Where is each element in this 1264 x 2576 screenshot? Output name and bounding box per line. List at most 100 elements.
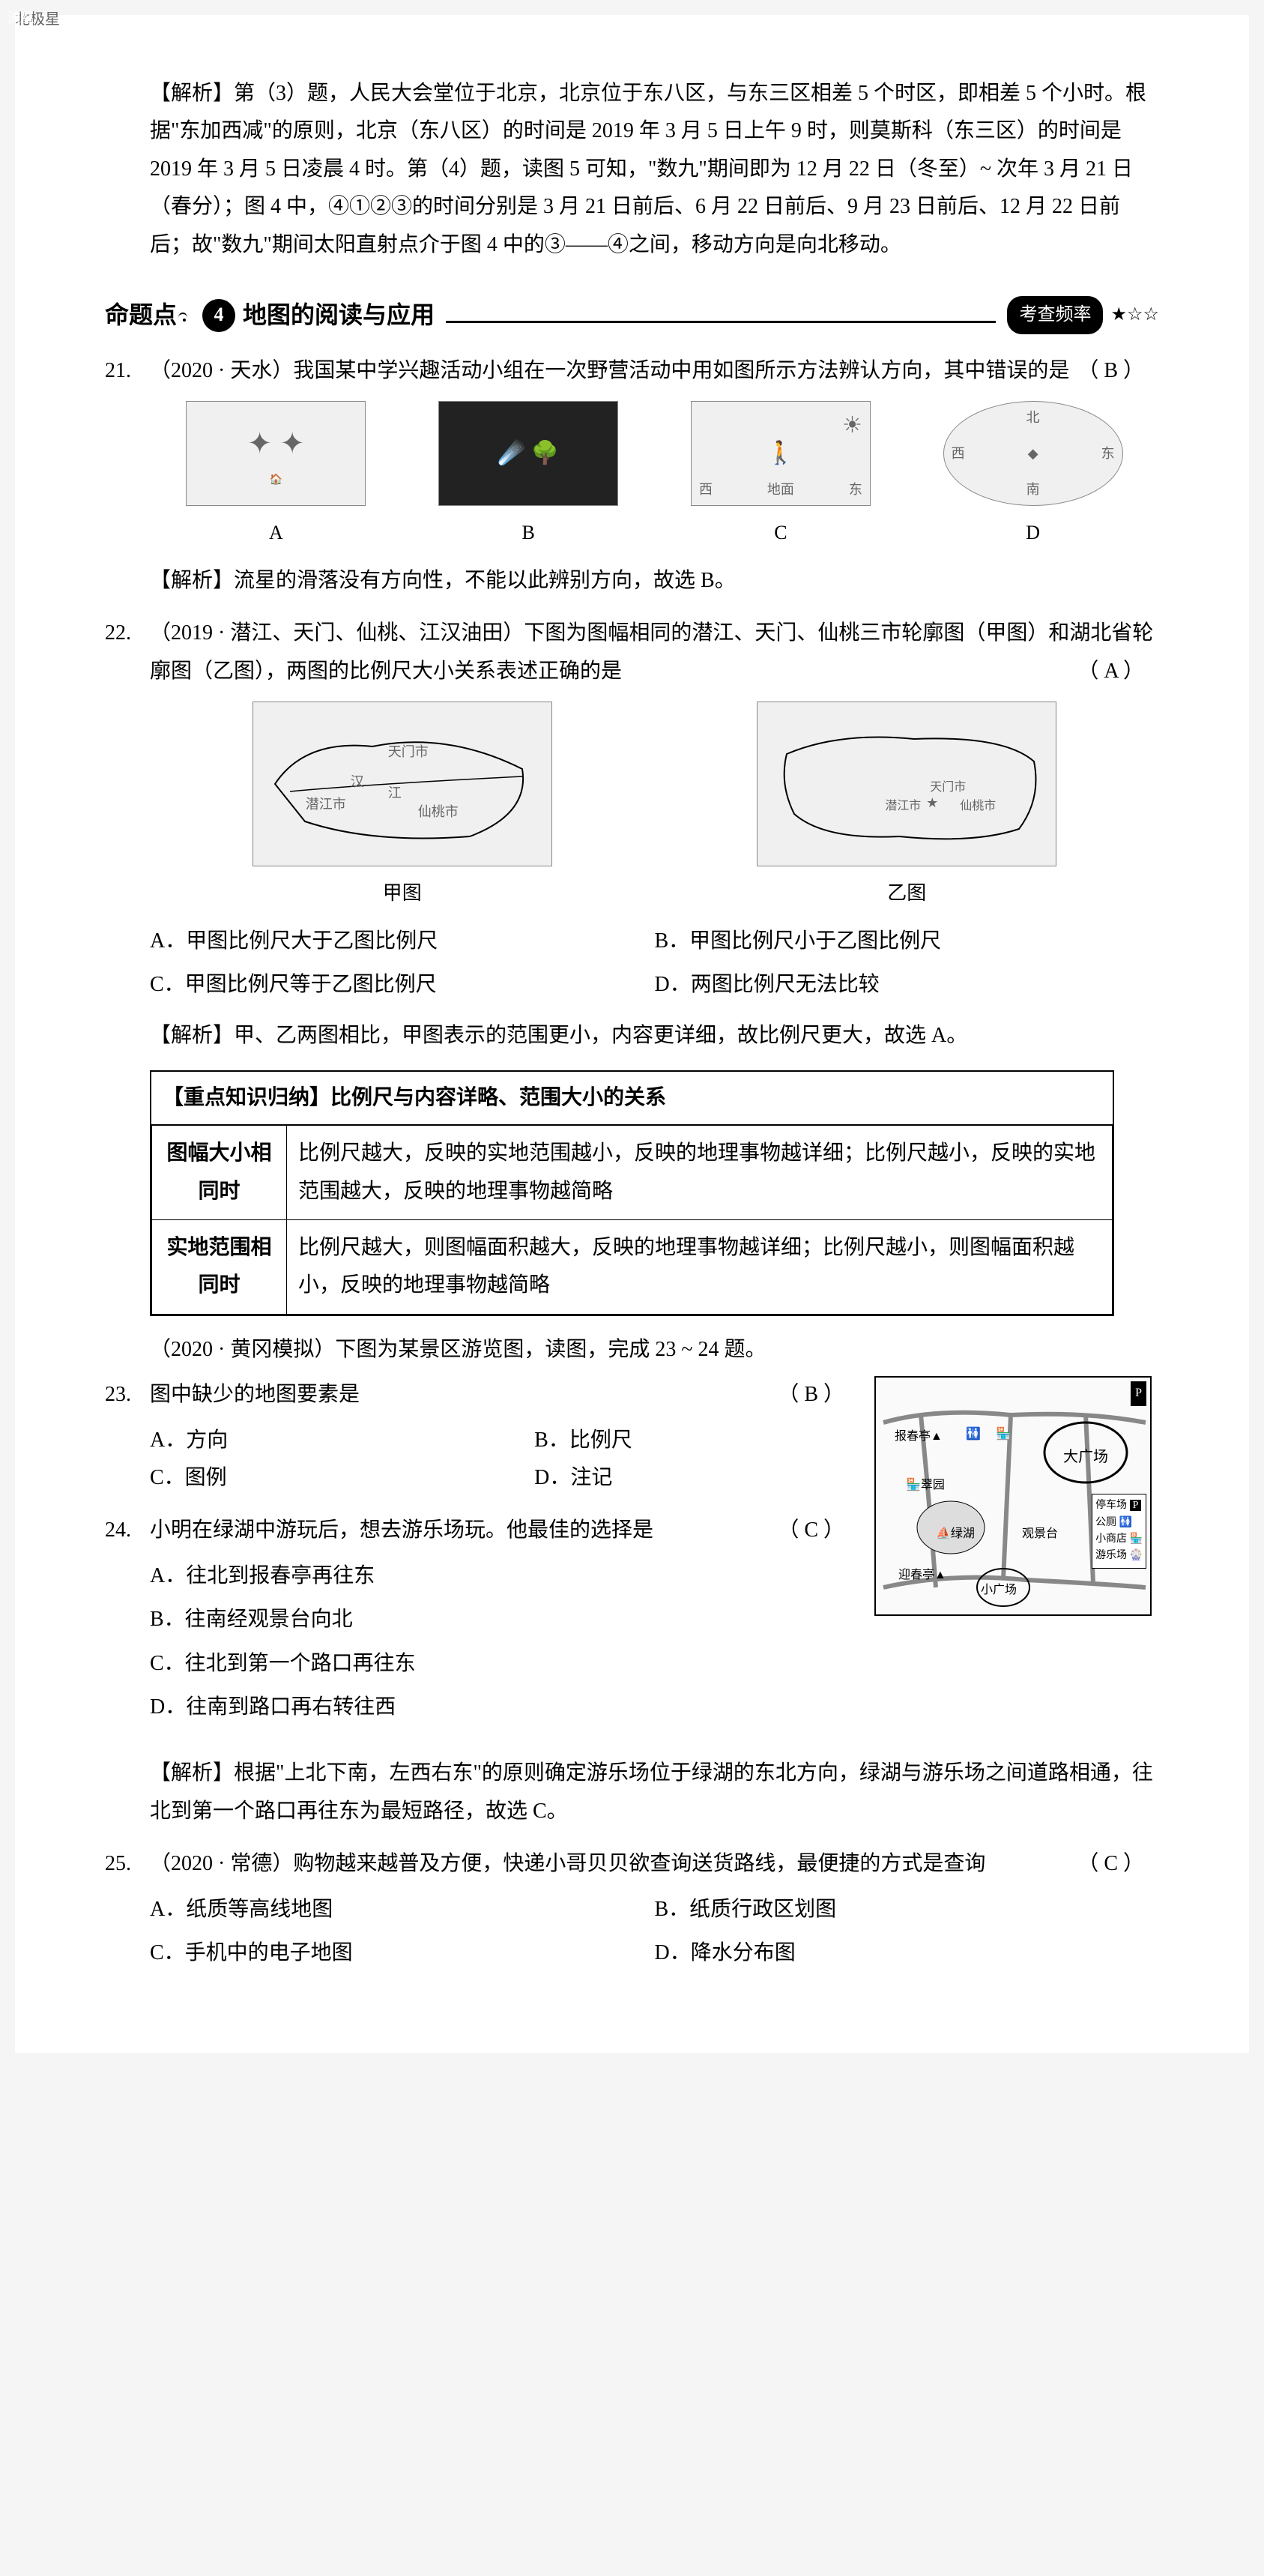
q24-analysis: 【解析】根据"上北下南，左西右东"的原则确定游乐场位于绿湖的东北方向，绿湖与游乐…: [150, 1755, 1159, 1830]
option-c: C．往北到第一个路口再往东: [150, 1645, 859, 1683]
option-d: D．往南到路口再右转往西: [150, 1689, 859, 1726]
question-text: （2020 · 常德）购物越来越普及方便，快递小哥贝贝欲查询送货路线，最便捷的方…: [150, 1845, 1159, 1883]
option-b: B．往南经观景台向北: [150, 1601, 859, 1638]
answer: （ C ）: [778, 1512, 844, 1549]
gjt-label: 观景台: [1022, 1524, 1058, 1545]
section-title: 命题点 4 地图的阅读与应用: [105, 294, 435, 337]
underline: [446, 308, 996, 323]
question-source: （2020 · 天水）: [150, 359, 293, 382]
knowledge-table: 图幅大小相同时 比例尺越大，反映的实地范围越小，反映的地理事物越详细；比例尺越小…: [151, 1125, 1113, 1315]
q21-analysis: 【解析】流星的滑落没有方向性，不能以此辨别方向，故选 B。: [150, 562, 1159, 600]
option-b: B．比例尺: [534, 1422, 632, 1459]
question-22: 22. （2019 · 潜江、天门、仙桃、江汉油田）下图为图幅相同的潜江、天门、…: [105, 615, 1159, 1055]
question-stem: 小明在绿湖中游玩后，想去游乐场玩。他最佳的选择是: [150, 1518, 653, 1542]
option-a: A．甲图比例尺大于乙图比例尺: [150, 923, 655, 960]
options: A．方向 B．比例尺 C．图例 D．注记: [150, 1422, 859, 1497]
question-number: 22.: [105, 615, 150, 1055]
option-c: C．甲图比例尺等于乙图比例尺: [150, 966, 655, 1004]
option-a: A．方向: [150, 1422, 469, 1459]
answer: （ B ）: [778, 1376, 844, 1414]
map-jia: 天门市 汉 江 潜江市 仙桃市 甲图: [150, 702, 655, 911]
map-label: 乙图: [655, 876, 1160, 911]
section-name: 地图的阅读与应用: [243, 294, 435, 337]
question-stem: 图中缺少的地图要素是: [150, 1383, 360, 1406]
option-c-img: ☀ 🚶 西 地面 东 C: [655, 401, 907, 551]
question-text: （2020 · 天水）我国某中学兴趣活动小组在一次野营活动中用如图所示方法辨认方…: [150, 352, 1159, 390]
analysis-content: 流星的滑落没有方向性，不能以此辨别方向，故选 B。: [234, 569, 736, 592]
analysis-label: 【解析】: [150, 569, 234, 592]
option-c: C．手机中的电子地图: [150, 1934, 655, 1972]
option-c: C．图例: [150, 1459, 469, 1497]
question-text: 图中缺少的地图要素是 （ B ）: [150, 1376, 859, 1414]
question-23: 23. 图中缺少的地图要素是 （ B ） A．方向 B．比例尺 C．图例 D．注…: [105, 1376, 859, 1497]
question-text: （2019 · 潜江、天门、仙桃、江汉油田）下图为图幅相同的潜江、天门、仙桃三市…: [150, 615, 1159, 690]
q23-24-container: 23. 图中缺少的地图要素是 （ B ） A．方向 B．比例尺 C．图例 D．注…: [105, 1376, 1159, 1747]
question-number: 24.: [105, 1512, 150, 1732]
analysis-content: 甲、乙两图相比，甲图表示的范围更小，内容更详细，故比例尺更大，故选 A。: [234, 1024, 967, 1047]
maps-row: 天门市 汉 江 潜江市 仙桃市 甲图 天门市 潜江市: [150, 702, 1159, 911]
option-d-img: 北 南 西 东 ◆ D: [907, 401, 1159, 551]
answer: （ C ）: [1077, 1845, 1144, 1883]
analysis-content: 根据"上北下南，左西右东"的原则确定游乐场位于绿湖的东北方向，绿湖与游乐场之间道…: [150, 1761, 1153, 1822]
option-d: D．降水分布图: [655, 1934, 1160, 1972]
park-map: P 报春亭▲ 🚻 🏪 大广场 🏪翠园 ⛵绿湖 观景台 迎春亭▲ 小广场 停车场 …: [874, 1376, 1152, 1616]
option-label: A: [150, 516, 402, 551]
legend-box: 停车场 P 公厕 🚻 小商店 🏪 游乐场 🎡: [1092, 1494, 1146, 1569]
options: A．甲图比例尺大于乙图比例尺 B．甲图比例尺小于乙图比例尺 C．甲图比例尺等于乙…: [150, 923, 1159, 1010]
dgc-label: 大广场: [1063, 1444, 1108, 1471]
analysis-label: 【解析】: [150, 1024, 234, 1047]
row-head: 图幅大小相同时: [152, 1126, 287, 1220]
analysis-label: 【解析】: [150, 1761, 234, 1785]
stars: ★☆☆: [1110, 299, 1159, 331]
question-text: 小明在绿湖中游玩后，想去游乐场玩。他最佳的选择是 （ C ）: [150, 1512, 859, 1549]
document-page: 【解析】 第（3）题，人民大会堂位于北京，北京位于东八区，与东三区相差 5 个时区…: [15, 15, 1249, 2053]
option-d: D．注记: [534, 1459, 612, 1497]
analysis-text: 第（3）题，人民大会堂位于北京，北京位于东八区，与东三区相差 5 个时区，即相差…: [150, 82, 1146, 256]
question-source: （2019 · 潜江、天门、仙桃、江汉油田）: [150, 621, 524, 645]
shadow-image: ☀ 🚶 西 地面 东: [691, 401, 871, 506]
map-yi: 天门市 潜江市 仙桃市 ★ 乙图: [655, 702, 1160, 911]
option-a-img: 北极星 ✦ ✦ 🏠 A: [150, 401, 402, 551]
cy-label: 🏪翠园: [906, 1475, 945, 1497]
bct-label: 报春亭▲: [895, 1426, 943, 1448]
compass-image: 北 南 西 东 ◆: [943, 401, 1123, 506]
row-content: 比例尺越大，反映的实地范围越小，反映的地理事物越详细；比例尺越小，反映的实地范围…: [287, 1126, 1113, 1220]
question-25: 25. （2020 · 常德）购物越来越普及方便，快递小哥贝贝欲查询送货路线，最…: [105, 1845, 1159, 1978]
q22-analysis: 【解析】甲、乙两图相比，甲图表示的范围更小，内容更详细，故比例尺更大，故选 A。: [150, 1017, 1159, 1055]
option-a: A．往北到报春亭再往东: [150, 1557, 859, 1595]
question-number: 23.: [105, 1376, 150, 1497]
question-stem: 我国某中学兴趣活动小组在一次野营活动中用如图所示方法辨认方向，其中错误的是: [293, 359, 1069, 382]
question-24: 24. 小明在绿湖中游玩后，想去游乐场玩。他最佳的选择是 （ C ） A．往北到…: [105, 1512, 859, 1732]
option-b: B．纸质行政区划图: [655, 1891, 1160, 1928]
table-row: 图幅大小相同时 比例尺越大，反映的实地范围越小，反映的地理事物越详细；比例尺越小…: [152, 1126, 1113, 1220]
wc-icon: 🚻: [966, 1424, 981, 1446]
options: A．纸质等高线地图 B．纸质行政区划图 C．手机中的电子地图 D．降水分布图: [150, 1891, 1159, 1979]
question-number: 21.: [105, 352, 150, 600]
wifi-icon: [177, 310, 192, 322]
section-prefix: 命题点: [105, 294, 177, 337]
section-header: 命题点 4 地图的阅读与应用 考查频率 ★☆☆: [105, 294, 1159, 337]
top-analysis: 【解析】第（3）题，人民大会堂位于北京，北京位于东八区，与东三区相差 5 个时区…: [150, 75, 1159, 264]
question-number: 25.: [105, 1845, 150, 1978]
lh-label: ⛵绿湖: [936, 1524, 975, 1545]
map-jia-image: 天门市 汉 江 潜江市 仙桃市: [253, 702, 552, 866]
answer: （ B ）: [1077, 352, 1144, 390]
option-label: C: [655, 516, 907, 551]
option-a: A．纸质等高线地图: [150, 1891, 655, 1928]
option-d: D．两图比例尺无法比较: [655, 966, 1160, 1004]
frequency-badge: 考查频率: [1007, 296, 1103, 334]
option-b: B．甲图比例尺小于乙图比例尺: [655, 923, 1160, 960]
option-label: D: [907, 516, 1159, 551]
question-21: 21. （2020 · 天水）我国某中学兴趣活动小组在一次野营活动中用如图所示方…: [105, 352, 1159, 600]
option-images: 北极星 ✦ ✦ 🏠 A 流星 ☄️ 🌳 B ☀ 🚶: [150, 401, 1159, 551]
section-number: 4: [202, 299, 235, 332]
map-yi-image: 天门市 潜江市 仙桃市 ★: [757, 702, 1056, 866]
answer: （ A ）: [1077, 653, 1144, 690]
intro-2324: （2020 · 黄冈模拟）下图为某景区游览图，读图，完成 23 ~ 24 题。: [150, 1331, 1159, 1369]
table-row: 实地范围相同时 比例尺越大，则图幅面积越大，反映的地理事物越详细；比例尺越小，则…: [152, 1220, 1113, 1315]
row-head: 实地范围相同时: [152, 1220, 287, 1315]
question-stem: 购物越来越普及方便，快递小哥贝贝欲查询送货路线，最便捷的方式是查询: [293, 1852, 985, 1875]
knowledge-title: 【重点知识归纳】比例尺与内容详略、范围大小的关系: [151, 1072, 1113, 1125]
q24-analysis-block: 【解析】根据"上北下南，左西右东"的原则确定游乐场位于绿湖的东北方向，绿湖与游乐…: [105, 1747, 1159, 1830]
option-label: B: [402, 516, 655, 551]
